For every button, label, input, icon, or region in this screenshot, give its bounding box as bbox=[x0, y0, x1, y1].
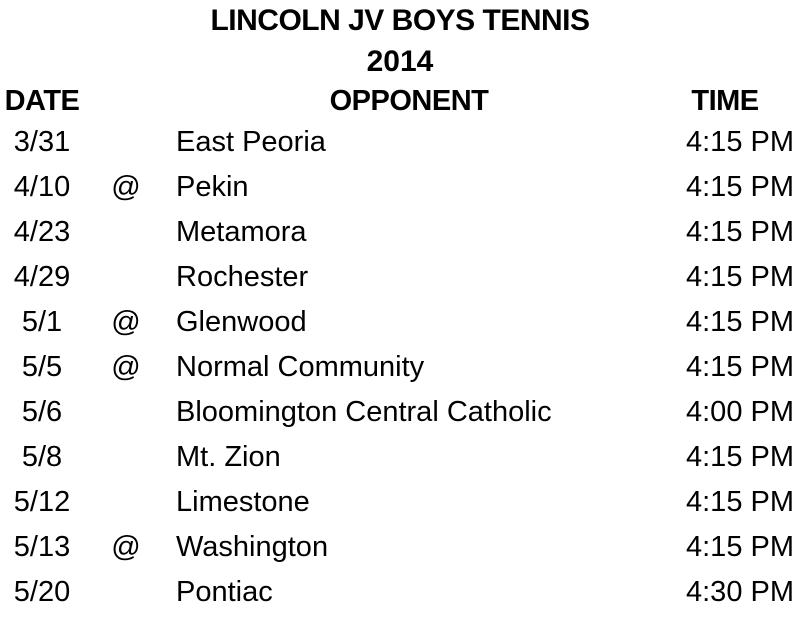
schedule-row: 4/23 Metamora 4:15 PM bbox=[0, 210, 800, 255]
column-header-row: DATE OPPONENT TIME bbox=[0, 82, 800, 120]
opponent-cell: Rochester bbox=[176, 261, 309, 293]
time-cell: 4:15 PM bbox=[686, 351, 794, 383]
opponent-cell: Limestone bbox=[176, 486, 310, 518]
time-cell: 4:15 PM bbox=[686, 441, 794, 473]
schedule-row: 5/1 @ Glenwood 4:15 PM bbox=[0, 300, 800, 345]
schedule-row: 4/10 @ Pekin 4:15 PM bbox=[0, 165, 800, 210]
schedule-title: LINCOLN JV BOYS TENNIS bbox=[210, 4, 590, 37]
date-cell: 5/12 bbox=[13, 486, 71, 518]
schedule-rows: 3/31 East Peoria 4:15 PM 4/10 @ Pekin 4:… bbox=[0, 120, 800, 615]
at-symbol: @ bbox=[111, 171, 141, 203]
opponent-cell: Bloomington Central Catholic bbox=[176, 396, 552, 428]
column-header-opponent: OPPONENT bbox=[329, 84, 489, 117]
time-cell: 4:15 PM bbox=[686, 531, 794, 563]
schedule-row: 5/8 Mt. Zion 4:15 PM bbox=[0, 435, 800, 480]
time-cell: 4:30 PM bbox=[686, 576, 794, 608]
date-cell: 5/6 bbox=[21, 396, 63, 428]
column-header-time: TIME bbox=[691, 84, 759, 117]
schedule-row: 5/12 Limestone 4:15 PM bbox=[0, 480, 800, 525]
schedule-row: 4/29 Rochester 4:15 PM bbox=[0, 255, 800, 300]
time-cell: 4:15 PM bbox=[686, 261, 794, 293]
date-cell: 4/10 bbox=[13, 171, 71, 203]
time-cell: 4:15 PM bbox=[686, 306, 794, 338]
opponent-cell: Normal Community bbox=[176, 351, 425, 383]
time-cell: 4:15 PM bbox=[686, 126, 794, 158]
date-cell: 4/23 bbox=[13, 216, 71, 248]
schedule-row: 3/31 East Peoria 4:15 PM bbox=[0, 120, 800, 165]
date-cell: 5/1 bbox=[21, 306, 63, 338]
opponent-cell: East Peoria bbox=[176, 126, 326, 158]
opponent-cell: Metamora bbox=[176, 216, 307, 248]
schedule-row: 5/13 @ Washington 4:15 PM bbox=[0, 525, 800, 570]
date-cell: 5/13 bbox=[13, 531, 71, 563]
column-header-date: DATE bbox=[4, 84, 80, 117]
opponent-cell: Pekin bbox=[176, 171, 249, 203]
at-symbol: @ bbox=[111, 531, 141, 563]
time-cell: 4:00 PM bbox=[686, 396, 794, 428]
date-cell: 3/31 bbox=[13, 126, 71, 158]
time-cell: 4:15 PM bbox=[686, 171, 794, 203]
date-cell: 4/29 bbox=[13, 261, 71, 293]
at-symbol: @ bbox=[111, 306, 141, 338]
opponent-cell: Pontiac bbox=[176, 576, 273, 608]
date-cell: 5/8 bbox=[21, 441, 63, 473]
opponent-cell: Washington bbox=[176, 531, 329, 563]
opponent-cell: Glenwood bbox=[176, 306, 307, 338]
at-symbol: @ bbox=[111, 351, 141, 383]
date-cell: 5/20 bbox=[13, 576, 71, 608]
schedule-row: 5/6 Bloomington Central Catholic 4:00 PM bbox=[0, 390, 800, 435]
date-cell: 5/5 bbox=[21, 351, 63, 383]
schedule-row: 5/5 @ Normal Community 4:15 PM bbox=[0, 345, 800, 390]
schedule-year: 2014 bbox=[366, 45, 434, 78]
opponent-cell: Mt. Zion bbox=[176, 441, 281, 473]
time-cell: 4:15 PM bbox=[686, 486, 794, 518]
schedule-row: 5/20 Pontiac 4:30 PM bbox=[0, 570, 800, 615]
time-cell: 4:15 PM bbox=[686, 216, 794, 248]
